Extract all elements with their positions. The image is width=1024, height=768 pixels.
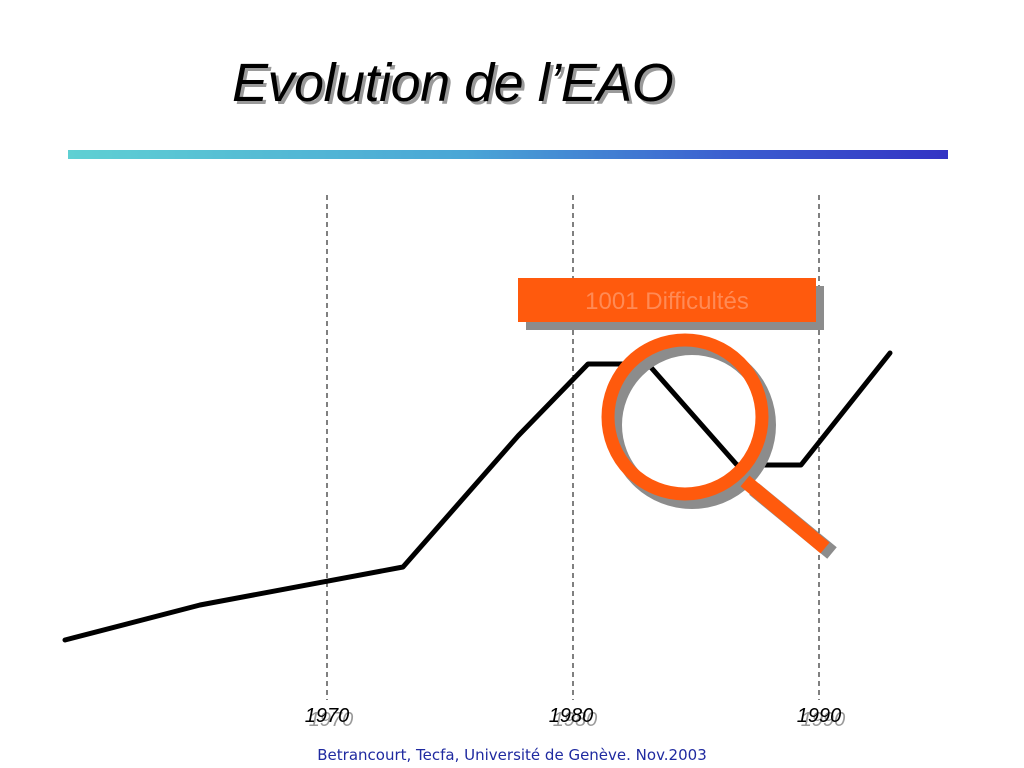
slide-footer: Betrancourt, Tecfa, Université de Genève… [317, 746, 707, 764]
callout-label: 1001 Difficultés [585, 288, 749, 315]
slide-title: Evolution de l’EAO [232, 53, 674, 113]
difficulties-callout: 1001 Difficultés [518, 278, 824, 330]
tick-label-1970: 1970 [305, 705, 350, 727]
tick-label-1970: 1970 [309, 709, 354, 731]
magnifier-handle [740, 475, 830, 554]
title-gradient-rule [68, 150, 948, 159]
magnifier-ring-shadow [608, 341, 776, 509]
tick-label-1990: 1990 [797, 705, 842, 727]
tick-label-1980: 1980 [553, 709, 598, 731]
tick-label-1990: 1990 [801, 709, 846, 731]
magnifier-ring [601, 333, 769, 501]
callout-box [518, 278, 816, 322]
magnifying-glass-icon [601, 333, 837, 559]
tick-label-1980: 1980 [549, 705, 594, 727]
evolution-curve [62, 350, 893, 643]
